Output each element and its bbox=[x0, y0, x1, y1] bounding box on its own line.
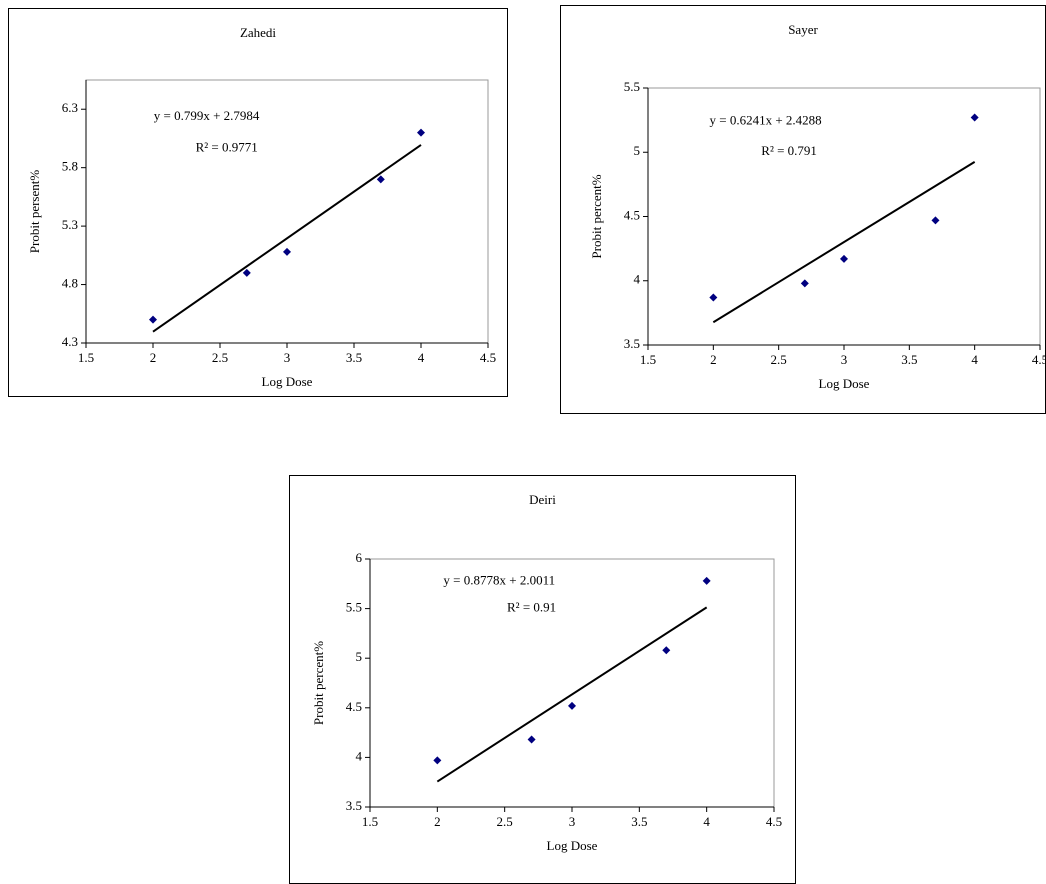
y-tick-label: 3.5 bbox=[624, 336, 640, 351]
y-tick-label: 4.5 bbox=[346, 699, 362, 714]
chart-title: Zahedi bbox=[240, 25, 276, 40]
trendline bbox=[436, 606, 708, 783]
r-squared: R² = 0.91 bbox=[507, 600, 556, 615]
data-point bbox=[283, 247, 291, 256]
plot-area bbox=[647, 87, 1041, 346]
data-point bbox=[709, 293, 718, 302]
r-squared: R² = 0.791 bbox=[761, 143, 817, 158]
trendline-equation: y = 0.6241x + 2.4288 bbox=[710, 112, 822, 127]
data-point bbox=[662, 646, 671, 655]
x-tick-label: 2 bbox=[150, 350, 157, 365]
y-tick-label: 4.3 bbox=[62, 334, 78, 349]
chart-title: Deiri bbox=[529, 492, 556, 507]
trendline-equation: y = 0.799x + 2.7984 bbox=[154, 108, 260, 123]
chart-panel: Deiri 3.5 4 4.5 5 5.5 6 1.5 2 2.5 3 3.5 4 4.5 Log Dose… bbox=[289, 475, 796, 884]
x-tick-label: 3.5 bbox=[901, 352, 917, 367]
data-point bbox=[417, 128, 425, 137]
chart-panel: Zahedi 4.3 4.8 5.3 5.8 6.3 1.5 2 2.5 3 3.5 4 4.5 Log … bbox=[8, 8, 508, 397]
data-point bbox=[840, 254, 848, 263]
panel-border bbox=[8, 8, 508, 397]
data-point bbox=[931, 216, 940, 225]
y-tick-label: 4 bbox=[634, 272, 641, 287]
x-tick-label: 2 bbox=[710, 352, 717, 367]
x-tick-label: 3.5 bbox=[631, 814, 647, 829]
x-tick-label: 4 bbox=[418, 350, 425, 365]
y-tick-label: 6.3 bbox=[62, 100, 78, 115]
y-tick-label: 5.3 bbox=[62, 217, 78, 232]
x-tick-label: 3.5 bbox=[346, 350, 362, 365]
x-axis-label: Log Dose bbox=[547, 838, 598, 853]
plot-area bbox=[369, 558, 775, 808]
x-tick-label: 1.5 bbox=[362, 814, 378, 829]
y-tick-label: 5.5 bbox=[346, 600, 362, 615]
x-tick-label: 2.5 bbox=[212, 350, 228, 365]
y-axis-label: Probit persent% bbox=[27, 170, 42, 254]
chart-panel: Sayer 3.5 4 4.5 5 5.5 1.5 2 2.5 3 3.5 4 4.5 Log Dose P… bbox=[560, 5, 1046, 414]
y-tick-label: 3.5 bbox=[346, 798, 362, 813]
data-point bbox=[800, 279, 809, 288]
x-tick-label: 2 bbox=[434, 814, 441, 829]
x-axis-label: Log Dose bbox=[262, 374, 313, 389]
x-tick-label: 4.5 bbox=[1032, 352, 1046, 367]
data-point bbox=[527, 735, 536, 744]
y-tick-label: 5.5 bbox=[624, 79, 640, 94]
y-tick-label: 4 bbox=[356, 748, 363, 763]
y-tick-label: 5 bbox=[356, 649, 363, 664]
data-point bbox=[702, 576, 711, 585]
y-tick-label: 6 bbox=[356, 550, 363, 565]
x-tick-label: 4 bbox=[703, 814, 710, 829]
x-axis-label: Log Dose bbox=[819, 376, 870, 391]
plot-area bbox=[85, 79, 489, 344]
r-squared: R² = 0.9771 bbox=[196, 139, 258, 154]
trendline bbox=[152, 144, 422, 333]
x-tick-label: 1.5 bbox=[78, 350, 94, 365]
y-axis-label: Probit percent% bbox=[589, 174, 604, 258]
y-tick-label: 5 bbox=[634, 143, 641, 158]
y-axis-label: Probit percent% bbox=[311, 641, 326, 725]
x-tick-label: 3 bbox=[841, 352, 848, 367]
y-tick-label: 4.8 bbox=[62, 276, 78, 291]
x-tick-label: 1.5 bbox=[640, 352, 656, 367]
chart-title: Sayer bbox=[788, 22, 818, 37]
data-point bbox=[149, 315, 157, 324]
x-tick-label: 4 bbox=[971, 352, 978, 367]
x-tick-label: 4.5 bbox=[766, 814, 782, 829]
data-point bbox=[970, 113, 979, 122]
trendline-equation: y = 0.8778x + 2.0011 bbox=[443, 572, 555, 587]
x-tick-label: 4.5 bbox=[480, 350, 496, 365]
x-tick-label: 2.5 bbox=[497, 814, 513, 829]
x-tick-label: 2.5 bbox=[771, 352, 787, 367]
data-point bbox=[376, 175, 385, 184]
trendline bbox=[712, 161, 976, 324]
y-tick-label: 5.8 bbox=[62, 159, 78, 174]
x-tick-label: 3 bbox=[284, 350, 291, 365]
x-tick-label: 3 bbox=[569, 814, 576, 829]
data-point bbox=[568, 701, 576, 710]
y-tick-label: 4.5 bbox=[624, 207, 640, 222]
data-point bbox=[242, 268, 251, 277]
data-point bbox=[433, 756, 442, 765]
